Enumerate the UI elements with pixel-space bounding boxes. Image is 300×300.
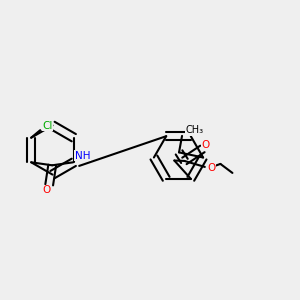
Text: O: O [42, 185, 50, 195]
Text: CH₃: CH₃ [186, 125, 204, 136]
Text: O: O [207, 164, 215, 173]
Text: O: O [201, 140, 210, 150]
Text: NH: NH [75, 151, 90, 161]
Text: Cl: Cl [43, 121, 53, 131]
